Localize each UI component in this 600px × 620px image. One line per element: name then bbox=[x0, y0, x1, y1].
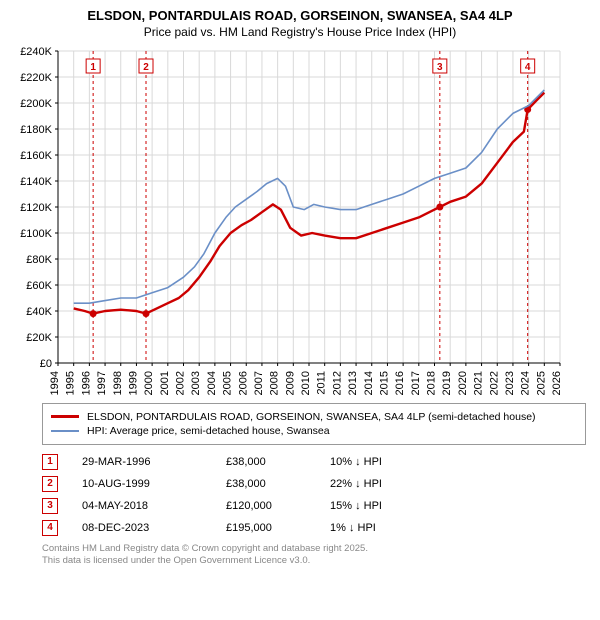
transaction-date: 04-MAY-2018 bbox=[82, 500, 202, 512]
x-tick-label: 1994 bbox=[49, 371, 61, 395]
transaction-price: £38,000 bbox=[226, 456, 306, 468]
x-tick-label: 2001 bbox=[159, 371, 171, 395]
transaction-marker: 4 bbox=[42, 520, 58, 536]
x-tick-label: 2026 bbox=[551, 371, 563, 395]
legend-label: ELSDON, PONTARDULAIS ROAD, GORSEINON, SW… bbox=[87, 411, 536, 423]
y-tick-label: £60K bbox=[26, 280, 52, 292]
transaction-diff: 22% ↓ HPI bbox=[330, 478, 430, 490]
x-tick-label: 2009 bbox=[284, 371, 296, 395]
transaction-diff: 10% ↓ HPI bbox=[330, 456, 430, 468]
footer-attribution: Contains HM Land Registry data © Crown c… bbox=[42, 543, 586, 568]
x-tick-label: 2019 bbox=[441, 371, 453, 395]
chart-title-line2: Price paid vs. HM Land Registry's House … bbox=[10, 25, 590, 39]
y-tick-label: £180K bbox=[20, 124, 52, 136]
y-tick-label: £220K bbox=[20, 72, 52, 84]
x-tick-label: 2020 bbox=[457, 371, 469, 395]
x-tick-label: 2007 bbox=[253, 371, 265, 395]
x-tick-label: 2025 bbox=[535, 371, 547, 395]
x-tick-label: 1998 bbox=[112, 371, 124, 395]
transaction-price: £195,000 bbox=[226, 522, 306, 534]
transaction-row: 4 08-DEC-2023 £195,000 1% ↓ HPI bbox=[42, 517, 586, 539]
transaction-date: 08-DEC-2023 bbox=[82, 522, 202, 534]
line-chart-svg: £0 £20K £40K £60K £80K £100K £120K £140K £160K £1… bbox=[10, 45, 570, 395]
transaction-marker: 3 bbox=[42, 498, 58, 514]
x-tick-label: 2015 bbox=[378, 371, 390, 395]
x-tick-label: 2013 bbox=[347, 371, 359, 395]
transaction-price: £38,000 bbox=[226, 478, 306, 490]
transaction-marker: 2 bbox=[42, 476, 58, 492]
x-tick-label: 2016 bbox=[394, 371, 406, 395]
transaction-diff: 15% ↓ HPI bbox=[330, 500, 430, 512]
y-tick-label: £160K bbox=[20, 150, 52, 162]
x-tick-label: 2000 bbox=[143, 371, 155, 395]
transaction-date: 29-MAR-1996 bbox=[82, 456, 202, 468]
transaction-row: 2 10-AUG-1999 £38,000 22% ↓ HPI bbox=[42, 473, 586, 495]
transaction-row: 3 04-MAY-2018 £120,000 15% ↓ HPI bbox=[42, 495, 586, 517]
legend-item: ELSDON, PONTARDULAIS ROAD, GORSEINON, SW… bbox=[51, 410, 577, 424]
y-tick-label: £0 bbox=[40, 358, 52, 370]
x-tick-label: 2004 bbox=[206, 371, 218, 395]
footer-line1: Contains HM Land Registry data © Crown c… bbox=[42, 543, 586, 555]
x-tick-label: 2018 bbox=[426, 371, 438, 395]
x-tick-label: 2003 bbox=[190, 371, 202, 395]
transaction-date: 10-AUG-1999 bbox=[82, 478, 202, 490]
x-tick-label: 2023 bbox=[504, 371, 516, 395]
transaction-row: 1 29-MAR-1996 £38,000 10% ↓ HPI bbox=[42, 451, 586, 473]
y-tick-label: £80K bbox=[26, 254, 52, 266]
x-tick-label: 1996 bbox=[80, 371, 92, 395]
x-tick-label: 2012 bbox=[331, 371, 343, 395]
x-tick-label: 2008 bbox=[269, 371, 281, 395]
legend-label: HPI: Average price, semi-detached house,… bbox=[87, 425, 330, 437]
marker-number: 1 bbox=[90, 62, 96, 73]
y-tick-label: £20K bbox=[26, 332, 52, 344]
chart-title-line1: ELSDON, PONTARDULAIS ROAD, GORSEINON, SW… bbox=[10, 8, 590, 25]
x-tick-label: 1999 bbox=[127, 371, 139, 395]
y-tick-label: £40K bbox=[26, 306, 52, 318]
transaction-marker: 1 bbox=[42, 454, 58, 470]
legend-item: HPI: Average price, semi-detached house,… bbox=[51, 424, 577, 438]
y-tick-label: £120K bbox=[20, 202, 52, 214]
chart-container: ELSDON, PONTARDULAIS ROAD, GORSEINON, SW… bbox=[0, 0, 600, 574]
y-tick-label: £140K bbox=[20, 176, 52, 188]
legend: ELSDON, PONTARDULAIS ROAD, GORSEINON, SW… bbox=[42, 403, 586, 445]
x-tick-label: 2021 bbox=[473, 371, 485, 395]
x-tick-label: 1995 bbox=[65, 371, 77, 395]
transaction-diff: 1% ↓ HPI bbox=[330, 522, 430, 534]
marker-number: 2 bbox=[143, 62, 149, 73]
x-tick-label: 2002 bbox=[175, 371, 187, 395]
x-tick-label: 2006 bbox=[237, 371, 249, 395]
legend-swatch bbox=[51, 430, 79, 432]
x-tick-label: 2005 bbox=[222, 371, 234, 395]
x-tick-label: 2014 bbox=[363, 371, 375, 395]
x-tick-label: 2024 bbox=[520, 371, 532, 395]
y-tick-label: £200K bbox=[20, 98, 52, 110]
x-tick-label: 1997 bbox=[96, 371, 108, 395]
x-tick-label: 2022 bbox=[488, 371, 500, 395]
chart-plot: £0 £20K £40K £60K £80K £100K £120K £140K £160K £1… bbox=[10, 45, 590, 395]
legend-swatch bbox=[51, 415, 79, 418]
transaction-price: £120,000 bbox=[226, 500, 306, 512]
x-tick-label: 2010 bbox=[300, 371, 312, 395]
marker-number: 4 bbox=[525, 62, 531, 73]
footer-line2: This data is licensed under the Open Gov… bbox=[42, 555, 586, 567]
marker-number: 3 bbox=[437, 62, 443, 73]
transaction-table: 1 29-MAR-1996 £38,000 10% ↓ HPI 2 10-AUG-1999… bbox=[42, 451, 586, 539]
y-tick-label: £240K bbox=[20, 46, 52, 58]
x-tick-label: 2011 bbox=[316, 371, 328, 395]
y-tick-label: £100K bbox=[20, 228, 52, 240]
x-tick-label: 2017 bbox=[410, 371, 422, 395]
